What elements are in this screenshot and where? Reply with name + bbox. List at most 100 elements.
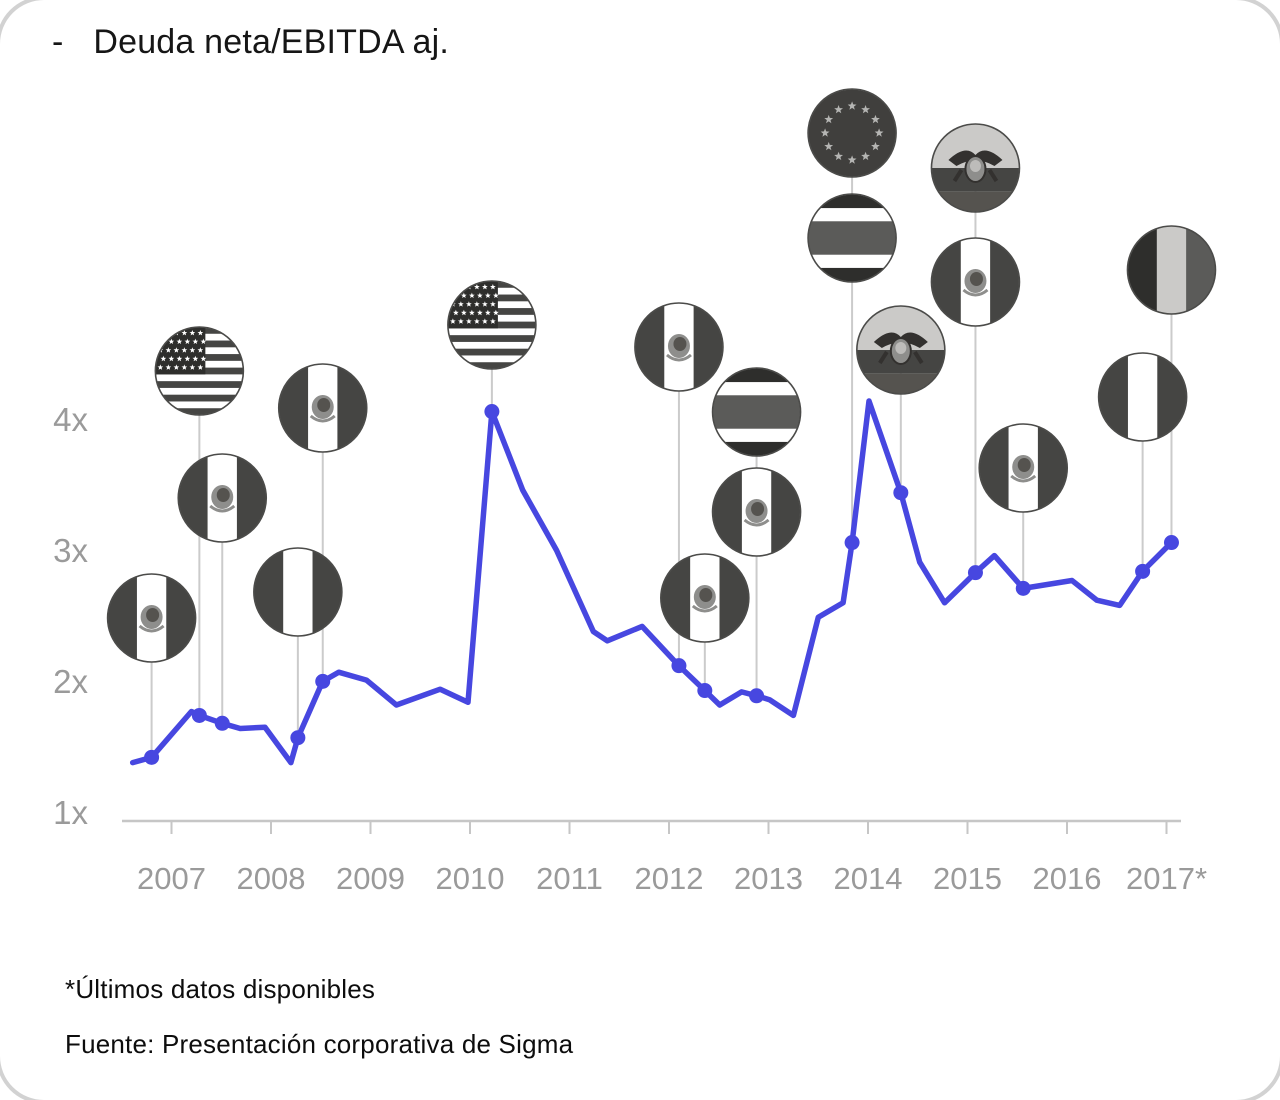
- data-point-marker: [1135, 563, 1151, 579]
- flag-circle-outline: [930, 237, 1021, 327]
- data-point-marker: [697, 683, 713, 699]
- usa-star: [165, 364, 172, 370]
- usa-star: [493, 292, 499, 298]
- usa-star: [157, 330, 164, 336]
- mexico-wreath: [743, 518, 770, 527]
- usa-star: [461, 292, 467, 298]
- usa-star: [173, 347, 180, 353]
- eu-star: [824, 141, 834, 151]
- eu-star: [834, 105, 843, 114]
- data-point-marker: [844, 535, 860, 551]
- x-tick-label: 2015: [933, 861, 1002, 896]
- usa-stripe: [448, 362, 536, 369]
- flag-circle-outline: [807, 88, 897, 178]
- eu-star: [834, 151, 843, 161]
- usa-star: [197, 364, 204, 370]
- usa-star: [466, 301, 472, 307]
- flag-circle-outline: [106, 573, 197, 663]
- x-tick-label: 2008: [237, 861, 306, 896]
- flag-circle-outline: [277, 363, 368, 453]
- usa-star: [482, 318, 488, 324]
- chart-title-row: - Deuda neta/EBITDA aj.: [52, 22, 449, 63]
- eu-flag-icon: [808, 89, 896, 177]
- usa-star: [490, 301, 496, 307]
- flag-circle-outline: [807, 193, 897, 283]
- costa-rica-stripe: [713, 382, 801, 396]
- usa-star: [184, 355, 191, 362]
- usa-star: [493, 309, 499, 316]
- costa-rica-stripe: [808, 221, 896, 256]
- chart-title: Deuda neta/EBITDA aj.: [93, 23, 450, 61]
- data-point-marker: [1163, 535, 1179, 551]
- usa-star: [477, 309, 483, 316]
- usa-star: [197, 330, 204, 336]
- x-tick-label: 2007: [137, 861, 206, 896]
- flag-circle-outline: [856, 305, 946, 395]
- eu-star: [861, 151, 870, 161]
- eu-star: [871, 141, 880, 151]
- mexico-eagle-emblem-inner: [146, 608, 160, 622]
- flag-circle-outline: [978, 423, 1069, 513]
- data-point-marker: [893, 485, 909, 501]
- usa-stripe: [155, 394, 243, 402]
- usa-star: [461, 309, 467, 316]
- mexico-wreath: [309, 414, 336, 423]
- flag-circle-outline: [711, 367, 802, 457]
- usa-star: [469, 309, 475, 316]
- x-tick-label: 2009: [336, 861, 405, 896]
- usa-star: [469, 292, 475, 298]
- flag-circle-outline: [711, 467, 802, 557]
- flag-circle-outline: [1097, 352, 1188, 442]
- usa-star: [482, 284, 488, 290]
- costa-rica-flag-icon: [808, 194, 896, 282]
- mexico-eagle-emblem-inner: [751, 502, 765, 516]
- usa-canton: [155, 327, 206, 375]
- y-tick-label: 1x: [53, 794, 88, 831]
- usa-star: [200, 355, 207, 362]
- event-flags: [106, 88, 1217, 663]
- x-tick-label: 2011: [536, 861, 603, 896]
- mexico-wreath: [138, 624, 165, 633]
- x-tick-label: 2017*: [1126, 861, 1207, 896]
- usa-star: [490, 318, 496, 324]
- y-tick-label: 3x: [53, 532, 88, 569]
- data-point-marker: [484, 404, 500, 420]
- usa-star: [485, 292, 491, 298]
- mexico-wreath: [691, 604, 718, 613]
- usa-star: [474, 301, 480, 307]
- usa-star: [477, 292, 483, 298]
- usa-star: [184, 338, 191, 344]
- costa-rica-stripe: [713, 428, 801, 443]
- usa-star: [160, 355, 167, 362]
- usa-star: [173, 364, 180, 370]
- x-tick-label: 2016: [1033, 861, 1102, 896]
- y-tick-label: 2x: [53, 663, 88, 700]
- mexico-eagle-emblem-inner: [317, 398, 331, 412]
- eu-star: [874, 128, 884, 137]
- usa-flag-icon: [155, 327, 243, 415]
- mexico-eagle-emblem-inner: [969, 272, 983, 286]
- data-point-marker: [144, 749, 160, 765]
- usa-flag-icon: [448, 281, 536, 369]
- costa-rica-stripe: [713, 395, 801, 430]
- x-tick-label: 2012: [635, 861, 704, 896]
- data-point-marker: [749, 688, 765, 704]
- eu-star: [847, 155, 857, 164]
- usa-star: [192, 355, 199, 362]
- usa-star: [490, 284, 496, 290]
- usa-stripe: [155, 381, 243, 388]
- flag-circle-outline: [634, 302, 724, 392]
- usa-star: [168, 355, 175, 362]
- flag-circle-outline: [930, 123, 1021, 213]
- eu-star: [861, 105, 870, 114]
- usa-star: [189, 330, 196, 336]
- usa-star: [181, 347, 188, 353]
- usa-star: [165, 330, 172, 336]
- usa-star: [482, 301, 488, 307]
- mexico-wreath: [1010, 474, 1037, 483]
- mexico-wreath: [209, 504, 236, 513]
- usa-star: [197, 347, 204, 353]
- mexico-eagle-emblem-inner: [1017, 458, 1031, 472]
- usa-star: [189, 364, 196, 370]
